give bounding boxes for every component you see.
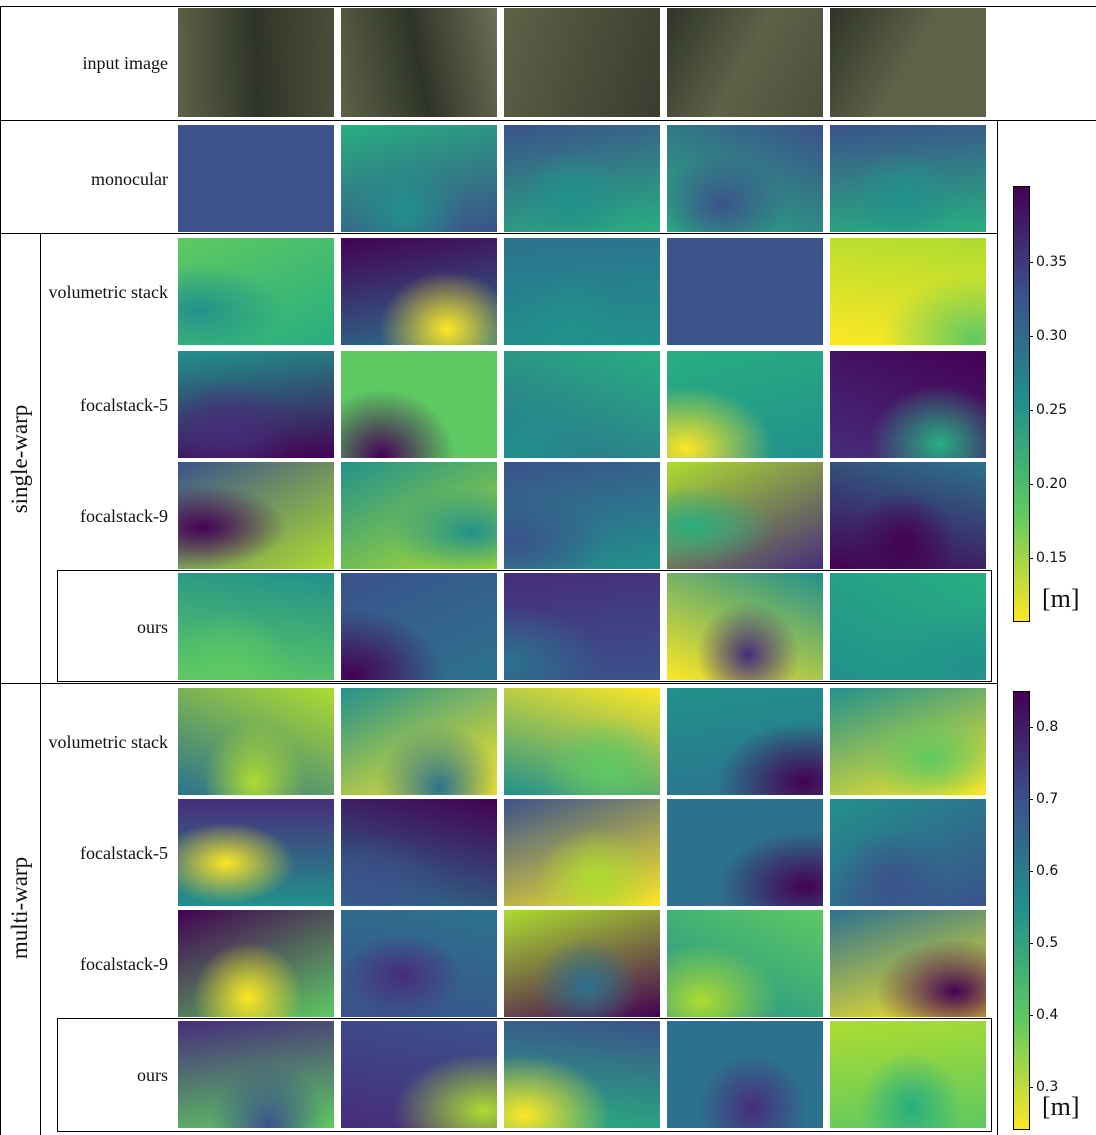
depth-map xyxy=(178,462,334,569)
depth-map xyxy=(178,238,334,345)
colorbar-tick-label: 0.6 xyxy=(1036,863,1058,879)
colorbar-tick xyxy=(1029,799,1033,800)
row-label: ours xyxy=(48,615,168,639)
colorbar-tick xyxy=(1029,1087,1033,1088)
depth-map xyxy=(667,351,823,458)
rule xyxy=(0,683,998,684)
depth-map xyxy=(178,799,334,906)
depth-map xyxy=(830,688,986,795)
group-label: multi-warp xyxy=(7,857,33,959)
input-image xyxy=(830,8,986,117)
depth-map xyxy=(830,910,986,1017)
depth-map xyxy=(178,1021,334,1128)
row-label: focalstack-5 xyxy=(48,393,168,417)
depth-map xyxy=(667,573,823,680)
row-label: focalstack-9 xyxy=(48,504,168,528)
colorbar-tick-label: 0.7 xyxy=(1036,791,1058,807)
colorbar-tick-label: 0.30 xyxy=(1036,328,1067,344)
colorbar-tick xyxy=(1029,558,1033,559)
depth-map xyxy=(667,462,823,569)
rule xyxy=(40,233,41,1135)
depth-map xyxy=(178,125,334,232)
group-label: single-warp xyxy=(7,405,33,514)
rule xyxy=(0,6,1096,7)
depth-map xyxy=(667,1021,823,1128)
row-label: volumetric stack xyxy=(48,280,168,304)
depth-map xyxy=(341,910,497,1017)
colorbar-tick-label: 0.5 xyxy=(1036,935,1058,951)
depth-map xyxy=(504,462,660,569)
depth-map xyxy=(504,910,660,1017)
depth-map xyxy=(341,688,497,795)
depth-map xyxy=(504,688,660,795)
depth-map xyxy=(504,238,660,345)
colorbar-tick-label: 0.25 xyxy=(1036,402,1067,418)
input-image xyxy=(178,8,334,117)
depth-map xyxy=(667,238,823,345)
depth-map xyxy=(504,799,660,906)
depth-map xyxy=(178,688,334,795)
colorbar-tick xyxy=(1029,336,1033,337)
colorbar-tick xyxy=(1029,262,1033,263)
row-label: focalstack-5 xyxy=(48,841,168,865)
depth-map xyxy=(341,238,497,345)
colorbar-unit: [m] xyxy=(1042,1092,1080,1122)
colorbar-tick xyxy=(1029,484,1033,485)
depth-map xyxy=(341,573,497,680)
row-label: focalstack-9 xyxy=(48,952,168,976)
depth-map xyxy=(830,573,986,680)
figure: input image monocular volumetric stack foca… xyxy=(0,0,1096,1135)
depth-map xyxy=(341,351,497,458)
rule xyxy=(997,120,998,1135)
colorbar-tick-label: 0.15 xyxy=(1036,550,1067,566)
depth-map xyxy=(341,125,497,232)
row-label: ours xyxy=(48,1063,168,1087)
row-label: volumetric stack xyxy=(48,730,168,754)
depth-map xyxy=(830,799,986,906)
rule xyxy=(0,233,998,234)
depth-map xyxy=(667,910,823,1017)
depth-map xyxy=(341,1021,497,1128)
colorbar-unit: [m] xyxy=(1042,584,1080,614)
depth-map xyxy=(504,573,660,680)
depth-map xyxy=(341,462,497,569)
depth-map xyxy=(830,125,986,232)
depth-map xyxy=(504,125,660,232)
depth-map xyxy=(178,351,334,458)
row-label: monocular xyxy=(48,167,168,191)
depth-map xyxy=(667,125,823,232)
colorbar-tick xyxy=(1029,727,1033,728)
row-label: input image xyxy=(48,51,168,75)
colorbar xyxy=(1013,186,1030,622)
input-image xyxy=(667,8,823,117)
input-image xyxy=(504,8,660,117)
colorbar-tick-label: 0.8 xyxy=(1036,719,1058,735)
rule xyxy=(0,120,1096,121)
colorbar xyxy=(1013,691,1030,1130)
depth-map xyxy=(504,351,660,458)
input-image xyxy=(341,8,497,117)
colorbar-tick xyxy=(1029,871,1033,872)
depth-map xyxy=(830,1021,986,1128)
depth-map xyxy=(667,688,823,795)
depth-map xyxy=(830,238,986,345)
depth-map xyxy=(504,1021,660,1128)
depth-map xyxy=(830,351,986,458)
colorbar-tick-label: 0.35 xyxy=(1036,254,1067,270)
depth-map xyxy=(178,910,334,1017)
colorbar-tick-label: 0.4 xyxy=(1036,1007,1058,1023)
depth-map xyxy=(341,799,497,906)
depth-map xyxy=(667,799,823,906)
depth-map xyxy=(830,462,986,569)
colorbar-tick xyxy=(1029,1015,1033,1016)
colorbar-tick-label: 0.20 xyxy=(1036,476,1067,492)
depth-map xyxy=(178,573,334,680)
colorbar-tick xyxy=(1029,943,1033,944)
colorbar-tick xyxy=(1029,410,1033,411)
rule xyxy=(0,6,1,1135)
